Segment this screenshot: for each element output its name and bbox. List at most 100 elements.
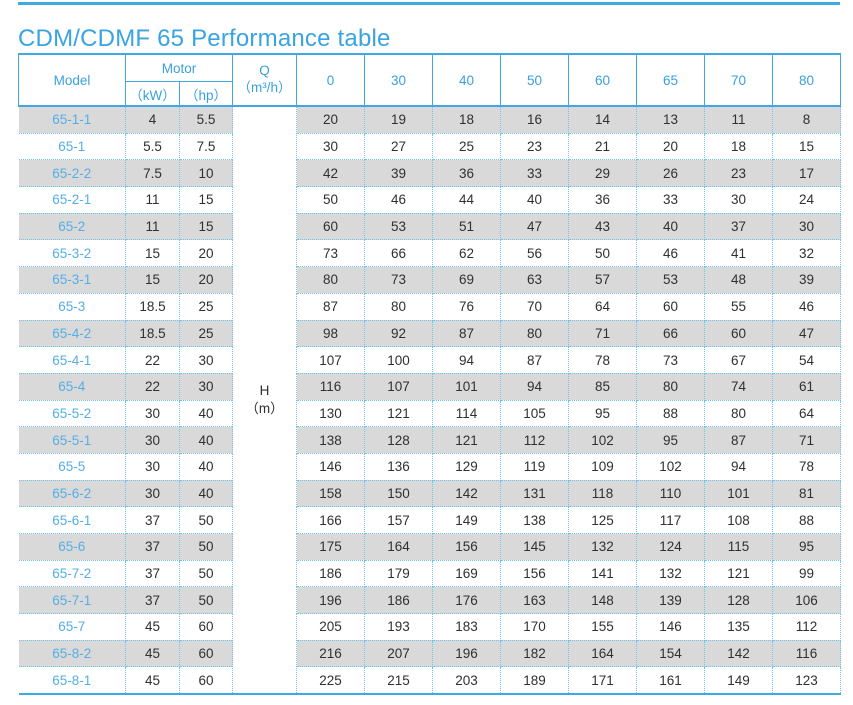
head-value-cell: 207 (364, 640, 434, 668)
head-value-cell: 30 (296, 133, 366, 161)
head-value-cell: 80 (364, 293, 434, 321)
head-value-cell: 39 (364, 159, 434, 188)
head-value-cell: 112 (500, 426, 570, 454)
head-value-cell: 51 (432, 213, 502, 241)
head-value-cell: 142 (704, 640, 774, 668)
table-row: 65-7-1 37 50 196 186 176 163 148 139 128 106 (18, 586, 842, 615)
head-unit-cell: H （m） (232, 106, 298, 695)
header-flow-symbol: Q (259, 63, 270, 79)
head-value-cell: 98 (296, 320, 366, 348)
table-row: 65-3-1 15 20 80 73 69 63 57 53 48 39 (18, 266, 842, 294)
motor-hp-cell: 40 (179, 453, 234, 481)
model-cell: 65-3-2 (18, 239, 126, 268)
head-value-cell: 64 (568, 293, 638, 321)
head-value-cell: 124 (636, 533, 706, 561)
model-cell: 65-5-2 (18, 400, 126, 428)
motor-hp-cell: 40 (179, 400, 234, 428)
head-value-cell: 123 (772, 666, 842, 695)
motor-hp-cell: 30 (179, 373, 234, 401)
motor-kw-cell: 18.5 (125, 320, 180, 348)
motor-hp-cell: 25 (179, 293, 234, 321)
head-value-cell: 66 (364, 239, 434, 268)
motor-kw-cell: 45 (125, 640, 180, 668)
model-cell: 65-7 (18, 613, 126, 641)
head-value-cell: 36 (432, 159, 502, 188)
header-flow-50: 50 (500, 53, 570, 107)
head-value-cell: 73 (296, 239, 366, 268)
motor-hp-cell: 60 (179, 666, 234, 695)
model-cell: 65-7-2 (18, 560, 126, 588)
head-value-cell: 101 (704, 480, 774, 508)
table-row: 65-5 30 40 146 136 129 119 109 102 94 78 (18, 453, 842, 481)
header-flow-60: 60 (568, 53, 638, 107)
head-value-cell: 115 (704, 533, 774, 561)
head-value-cell: 196 (432, 640, 502, 668)
motor-hp-cell: 5.5 (179, 106, 234, 134)
head-value-cell: 129 (432, 453, 502, 481)
motor-hp-cell: 15 (179, 213, 234, 241)
model-cell: 65-5-1 (18, 426, 126, 454)
header-flow-70: 70 (704, 53, 774, 107)
table-row: 65-2 11 15 60 53 51 47 43 40 37 30 (18, 213, 842, 241)
head-value-cell: 128 (364, 426, 434, 454)
head-value-cell: 119 (500, 453, 570, 481)
head-value-cell: 66 (636, 320, 706, 348)
head-value-cell: 150 (364, 480, 434, 508)
model-cell: 65-2 (18, 213, 126, 241)
head-value-cell: 78 (568, 346, 638, 374)
table-row: 65-1-1 4 5.5 H （m） 20 19 18 16 14 13 11 8 (18, 106, 842, 695)
head-value-cell: 76 (432, 293, 502, 321)
head-value-cell: 171 (568, 666, 638, 695)
head-value-cell: 114 (432, 400, 502, 428)
head-value-cell: 95 (636, 426, 706, 454)
head-value-cell: 18 (704, 133, 774, 161)
head-value-cell: 186 (296, 560, 366, 588)
head-value-cell: 110 (636, 480, 706, 508)
head-value-cell: 29 (568, 159, 638, 188)
head-value-cell: 80 (704, 400, 774, 428)
head-value-cell: 64 (772, 400, 842, 428)
motor-hp-cell: 20 (179, 266, 234, 294)
motor-kw-cell: 7.5 (125, 159, 180, 188)
head-value-cell: 95 (568, 400, 638, 428)
head-value-cell: 145 (500, 533, 570, 561)
head-value-cell: 117 (636, 506, 706, 534)
header-flow-30: 30 (364, 53, 434, 107)
head-value-cell: 131 (500, 480, 570, 508)
head-value-cell: 55 (704, 293, 774, 321)
motor-kw-cell: 45 (125, 666, 180, 695)
motor-hp-cell: 40 (179, 426, 234, 454)
head-value-cell: 80 (500, 320, 570, 348)
head-value-cell: 189 (500, 666, 570, 695)
head-value-cell: 78 (772, 453, 842, 481)
head-value-cell: 155 (568, 613, 638, 641)
head-value-cell: 179 (364, 560, 434, 588)
page-title: CDM/CDMF 65 Performance table (18, 25, 391, 53)
head-value-cell: 21 (568, 133, 638, 161)
motor-kw-cell: 37 (125, 506, 180, 534)
head-value-cell: 146 (296, 453, 366, 481)
head-value-cell: 56 (500, 239, 570, 268)
head-value-cell: 154 (636, 640, 706, 668)
head-value-cell: 71 (568, 320, 638, 348)
head-value-cell: 44 (432, 186, 502, 214)
motor-hp-cell: 15 (179, 186, 234, 214)
motor-hp-cell: 40 (179, 480, 234, 508)
head-value-cell: 32 (772, 239, 842, 268)
head-value-cell: 73 (636, 346, 706, 374)
head-value-cell: 40 (500, 186, 570, 214)
head-value-cell: 14 (568, 106, 638, 134)
table-row: 65-7 45 60 205 193 183 170 155 146 135 112 (18, 613, 842, 641)
model-cell: 65-1 (18, 133, 126, 161)
head-value-cell: 164 (364, 533, 434, 561)
head-value-cell: 42 (296, 159, 366, 188)
header-hp: （hp） (178, 81, 234, 107)
head-value-cell: 196 (296, 586, 366, 615)
head-value-cell: 139 (636, 586, 706, 615)
model-cell: 65-4-2 (18, 320, 126, 348)
head-value-cell: 156 (500, 560, 570, 588)
table-row: 65-4-2 18.5 25 98 92 87 80 71 66 60 47 (18, 320, 842, 348)
head-value-cell: 100 (364, 346, 434, 374)
model-cell: 65-6-1 (18, 506, 126, 534)
head-value-cell: 17 (772, 159, 842, 188)
